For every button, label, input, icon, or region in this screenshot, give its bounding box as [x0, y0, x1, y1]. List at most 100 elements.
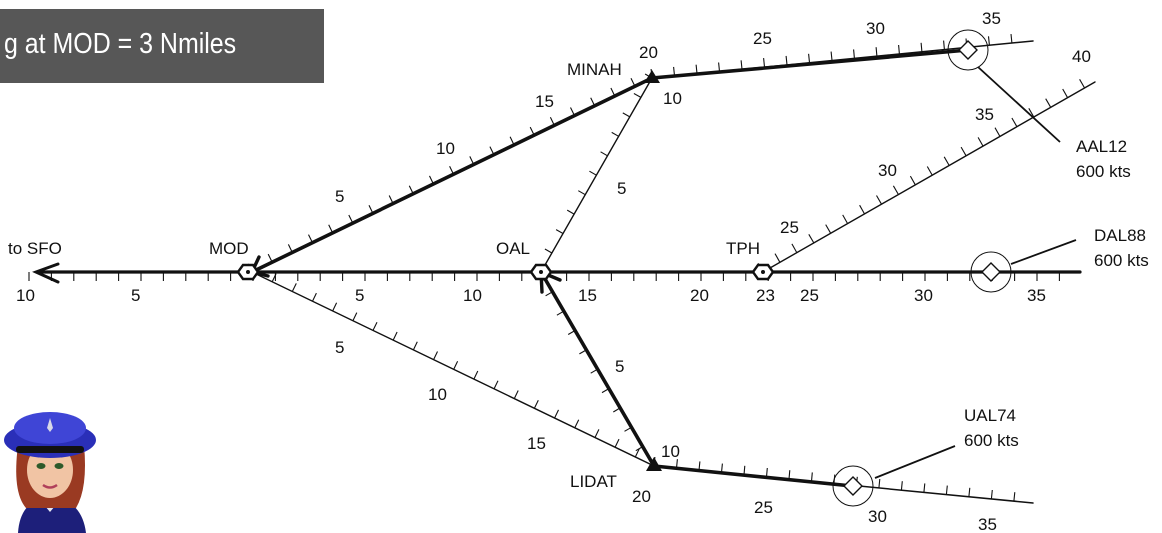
dal88-speed: 600 kts [1094, 251, 1149, 270]
waypoint-triangle-icon [646, 457, 662, 471]
mileage-label: 30 [878, 161, 897, 180]
mile-tick [994, 127, 1001, 137]
mileage-label: 10 [463, 286, 482, 305]
aircraft-ual74[interactable] [832, 445, 956, 507]
mileage-label: 5 [335, 338, 344, 357]
mile-tick [1079, 79, 1086, 89]
mile-tick [960, 146, 967, 157]
mileage-label: 10 [436, 139, 455, 158]
mile-tick [544, 248, 553, 254]
aal12-callsign: AAL12 [1076, 137, 1127, 156]
mile-tick [529, 126, 535, 136]
aircraft-diamond-icon [958, 40, 978, 60]
mile-tick [570, 107, 575, 116]
mile-tick [900, 481, 903, 491]
mile-tick [489, 146, 495, 155]
mile-tick [673, 66, 676, 76]
ual74-callsign: UAL74 [964, 406, 1016, 425]
mile-tick [943, 156, 950, 166]
mileage-label: 30 [914, 286, 933, 305]
mileage-label: 20 [639, 43, 658, 62]
mile-tick [1010, 34, 1013, 44]
aircraft-aal12[interactable] [947, 29, 1061, 143]
mod-minah-route [250, 76, 654, 274]
lidat-oal-route [539, 270, 656, 468]
mile-tick [493, 380, 499, 390]
instruction-banner: g at MOD = 3 Nmiles [0, 9, 324, 83]
mile-tick [675, 459, 678, 469]
fix-label-tph: TPH [726, 239, 760, 258]
mile-tick [695, 64, 698, 74]
mile-tick [590, 97, 596, 107]
ual74-leader-line [874, 445, 956, 479]
ual74-speed: 600 kts [964, 431, 1019, 450]
mile-tick [808, 234, 815, 244]
banner-text: g at MOD = 3 Nmiles [4, 28, 237, 60]
mile-tick [368, 205, 374, 214]
mile-tick [392, 331, 398, 341]
mileage-labels: 10 5 5 10 15 20 23 25 30 35 5 10 15 20 2… [16, 9, 1091, 533]
mile-tick [630, 77, 636, 87]
mile-tick [545, 291, 553, 297]
mileage-label: 25 [754, 498, 773, 517]
mile-tick [408, 185, 414, 195]
mile-tick [743, 465, 746, 475]
mile-tick [533, 399, 539, 409]
labels: to SFO MOD OAL TPH MINAH LIDAT AAL12 600… [8, 60, 1149, 491]
mile-tick [328, 224, 334, 234]
navaids [236, 263, 775, 281]
dal88-callsign: DAL88 [1094, 226, 1146, 245]
mile-tick [898, 44, 900, 55]
mile-tick [600, 151, 608, 157]
mile-tick [308, 234, 313, 243]
mile-tick [412, 341, 418, 351]
mile-tick [945, 485, 948, 495]
mile-tick [332, 302, 338, 312]
mile-tick [633, 93, 642, 98]
mileage-label: 15 [535, 92, 554, 111]
mile-tick [968, 487, 971, 497]
mile-tick [876, 195, 882, 205]
mile-tick [909, 175, 916, 186]
mile-tick [785, 55, 788, 65]
mileage-label: 35 [978, 515, 997, 533]
mile-tick [594, 429, 600, 438]
mile-tick [923, 483, 926, 493]
mile-tick [271, 273, 277, 282]
mile-tick [1028, 108, 1035, 118]
mileage-label: 10 [661, 442, 680, 461]
mile-tick [1013, 492, 1016, 502]
mile-tick [433, 351, 438, 360]
waypoints [644, 70, 662, 471]
mileage-label: 23 [756, 286, 775, 305]
mile-tick [555, 229, 564, 234]
mile-tick [718, 62, 721, 72]
tph-northeast-route [762, 81, 1096, 273]
mileage-label: 25 [780, 218, 799, 237]
mile-tick [987, 36, 990, 46]
mile-tick [1062, 88, 1069, 98]
mile-tick [842, 214, 849, 224]
mileage-label: 15 [578, 286, 597, 305]
mile-tick [698, 461, 701, 471]
mod-lidat-route [251, 271, 655, 467]
mileage-label: 25 [800, 286, 819, 305]
mile-tick [372, 322, 378, 331]
mileage-label: 25 [753, 29, 772, 48]
mileage-ticks [28, 34, 1086, 502]
mile-tick [469, 156, 475, 165]
aircraft-dal88[interactable] [970, 239, 1077, 293]
mile-tick [611, 131, 619, 137]
sfo-arrowhead [32, 262, 60, 284]
mile-tick [267, 253, 273, 263]
mile-tick [763, 58, 766, 68]
mile-tick [878, 478, 881, 489]
mile-tick [977, 137, 984, 147]
mile-tick [788, 470, 791, 480]
mile-tick [566, 209, 575, 215]
mile-tick [624, 426, 632, 432]
mile-tick [578, 190, 586, 196]
mileage-label: 15 [527, 434, 546, 453]
mile-tick [622, 112, 631, 118]
aal12-leader-line [977, 66, 1061, 143]
